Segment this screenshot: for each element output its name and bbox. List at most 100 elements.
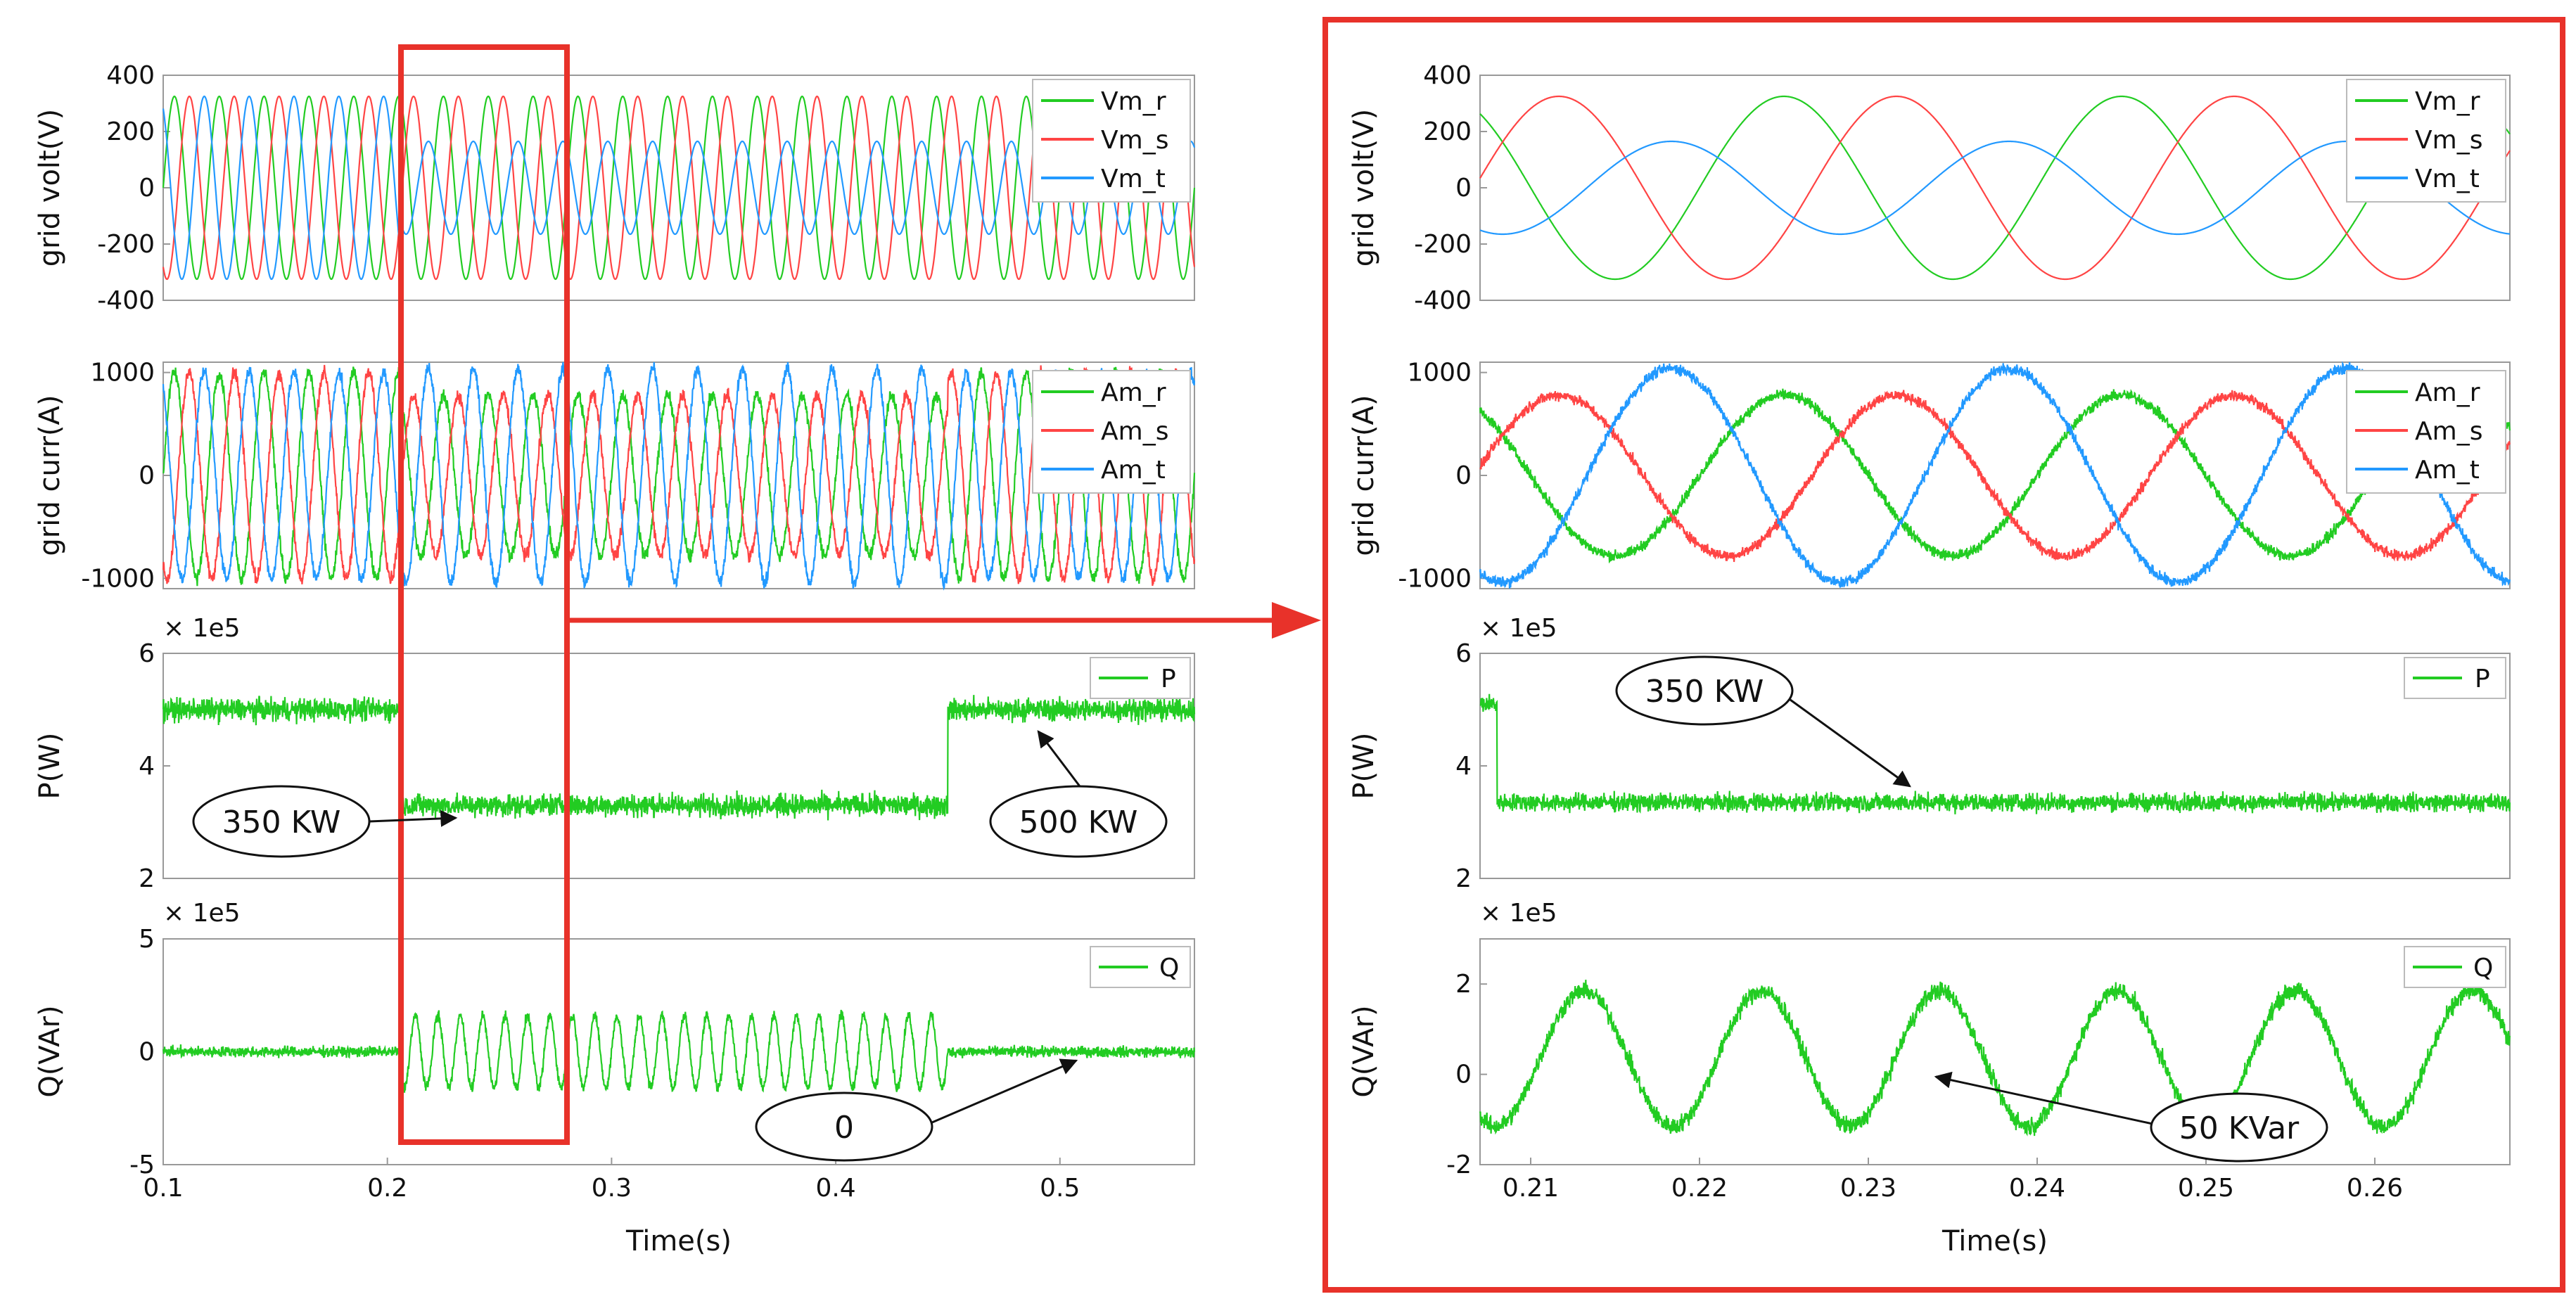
ytick-label: 200 (106, 117, 155, 146)
ytick-label: -400 (1414, 286, 1472, 315)
callout-350kw-left-arrow (369, 809, 458, 827)
right-p-legend: P (2404, 657, 2506, 699)
legend-p-zoom: P (2475, 665, 2490, 693)
right-voltage-ylabel: grid volt(V) (1348, 109, 1380, 267)
legend-q: Q (1159, 954, 1179, 982)
right-q-ylabel: Q(VAr) (1348, 1005, 1380, 1097)
ytick-label: 0 (139, 461, 155, 490)
left-active-power-panel: × 1e5 P(W) 6 4 2 P (34, 614, 1196, 893)
ytick-label: 200 (1423, 117, 1472, 146)
legend-am-t: Am_t (1101, 456, 1166, 485)
series-line-vm-r (162, 95, 1196, 281)
ytick-label: 2 (139, 864, 155, 893)
legend-vm-r-zoom: Vm_r (2415, 87, 2480, 116)
ytick-label: -200 (1414, 230, 1472, 259)
callout-350kw-right-label: 350 KW (1645, 674, 1764, 710)
legend-am-t-zoom: Am_t (2415, 456, 2480, 485)
zoom-connector-arrowhead (1272, 602, 1321, 639)
series-line-am-s (162, 364, 1196, 587)
legend-vm-t: Vm_t (1101, 165, 1166, 193)
right-active-power-panel: × 1e5 P(W) 6 4 2 P (1348, 614, 2511, 893)
xtick-label: 0.25 (2178, 1174, 2234, 1203)
callout-350kw-left-label: 350 KW (222, 805, 341, 840)
series-line-vm-r (1479, 95, 2511, 281)
ytick-label: 0 (139, 174, 155, 203)
right-p-ylabel: P(W) (1348, 733, 1380, 800)
callout-zero-left-arrow (931, 1058, 1078, 1124)
ytick-label: 1000 (1407, 359, 1472, 388)
left-current-panel: grid curr(A) 1000 0 -1000 Am_r Am_s Am_t (34, 359, 1196, 593)
xtick-label: 0.2 (367, 1174, 407, 1203)
left-p-ylabel: P(W) (34, 733, 66, 800)
xtick-label: 0.24 (2009, 1174, 2065, 1203)
callout-350kw-right (1615, 655, 1794, 726)
left-voltage-ylabel: grid volt(V) (34, 109, 66, 267)
right-voltage-legend: Vm_r Vm_s Vm_t (2346, 79, 2506, 203)
legend-am-s-zoom: Am_s (2415, 417, 2482, 446)
ytick-label: 6 (1455, 639, 1472, 668)
left-voltage-panel: grid volt(V) 400 200 0 -200 -400 Vm_r Vm_s V… (34, 61, 1196, 315)
ytick-label: -200 (97, 230, 155, 259)
series-line-p (162, 695, 1196, 821)
xtick-label: 0.22 (1671, 1174, 1728, 1203)
callout-500kw-left (989, 785, 1168, 858)
ytick-label: 6 (139, 639, 155, 668)
left-xlabel: Time(s) (625, 1225, 732, 1257)
xtick-label: 0.1 (143, 1174, 183, 1203)
series-line-vm-t (1479, 140, 2510, 236)
ytick-label: 4 (139, 752, 155, 781)
left-current-ylabel: grid curr(A) (34, 395, 66, 556)
ytick-label: 1000 (90, 359, 155, 388)
legend-am-r-zoom: Am_r (2415, 378, 2480, 407)
ytick-label: -1000 (1398, 564, 1472, 593)
callout-350kw-right-arrow (1790, 698, 1911, 788)
callout-500kw-left-label: 500 KW (1019, 805, 1138, 840)
zoom-panel-frame (1322, 17, 2565, 1293)
series-line-p (1479, 693, 2511, 814)
legend-q-zoom: Q (2473, 954, 2493, 982)
right-q-multiplier: × 1e5 (1480, 899, 1557, 928)
right-q-legend: Q (2404, 946, 2506, 988)
series-line-vm-s (162, 95, 1196, 281)
callout-50kvar-right-arrow (1934, 1071, 2153, 1125)
ytick-label: 4 (1455, 752, 1472, 781)
right-reactive-power-panel: × 1e5 Q(VAr) 2 0 -2 0.21 0.22 0.23 0.24 0.25 0.2… (1348, 899, 2511, 1257)
ytick-label: -2 (1446, 1151, 1472, 1179)
series-line-am-t (1479, 361, 2511, 589)
legend-am-s: Am_s (1101, 417, 1168, 446)
xtick-label: 0.23 (1840, 1174, 1896, 1203)
callout-50kvar-right (2150, 1092, 2328, 1163)
ytick-label: 0 (1455, 174, 1472, 203)
series-line-q (1479, 980, 2511, 1137)
right-current-legend: Am_r Am_s Am_t (2346, 370, 2506, 494)
left-q-legend: Q (1090, 946, 1191, 988)
ytick-label: 400 (1423, 61, 1472, 90)
xtick-label: 0.5 (1040, 1174, 1080, 1203)
xtick-label: 0.4 (815, 1174, 855, 1203)
legend-am-r: Am_r (1101, 378, 1166, 407)
callout-50kvar-right-label: 50 KVar (2179, 1110, 2300, 1146)
series-line-am-r (162, 366, 1196, 587)
callout-500kw-left-arrow (1037, 730, 1081, 787)
left-reactive-power-panel: × 1e5 Q(VAr) 5 0 -50.1 0.2 0.3 0.4 0.5 Q Time(… (34, 899, 1196, 1257)
series-line-q (162, 1009, 1196, 1093)
legend-p: P (1161, 665, 1176, 693)
legend-vm-s-zoom: Vm_s (2415, 126, 2482, 155)
callout-zero-left-label: 0 (834, 1110, 854, 1146)
zoom-region-highlight (398, 44, 570, 1145)
ytick-label: 2 (1455, 970, 1472, 999)
legend-vm-t-zoom: Vm_t (2415, 165, 2480, 193)
series-line-am-s (1479, 390, 2511, 563)
left-voltage-legend: Vm_r Vm_s Vm_t (1032, 79, 1191, 203)
left-current-legend: Am_r Am_s Am_t (1032, 370, 1191, 494)
right-current-panel: grid curr(A) 1000 0 -1000 Am_r Am_s Am_t (1348, 359, 2511, 593)
ytick-label: 2 (1455, 864, 1472, 893)
callout-zero-left (755, 1091, 933, 1162)
right-p-multiplier: × 1e5 (1480, 614, 1557, 643)
series-line-am-t (162, 361, 1196, 591)
ytick-label: 0 (1455, 1061, 1472, 1089)
ytick-label: -5 (129, 1151, 155, 1179)
left-p-multiplier: × 1e5 (163, 614, 241, 643)
left-p-legend: P (1090, 657, 1191, 699)
